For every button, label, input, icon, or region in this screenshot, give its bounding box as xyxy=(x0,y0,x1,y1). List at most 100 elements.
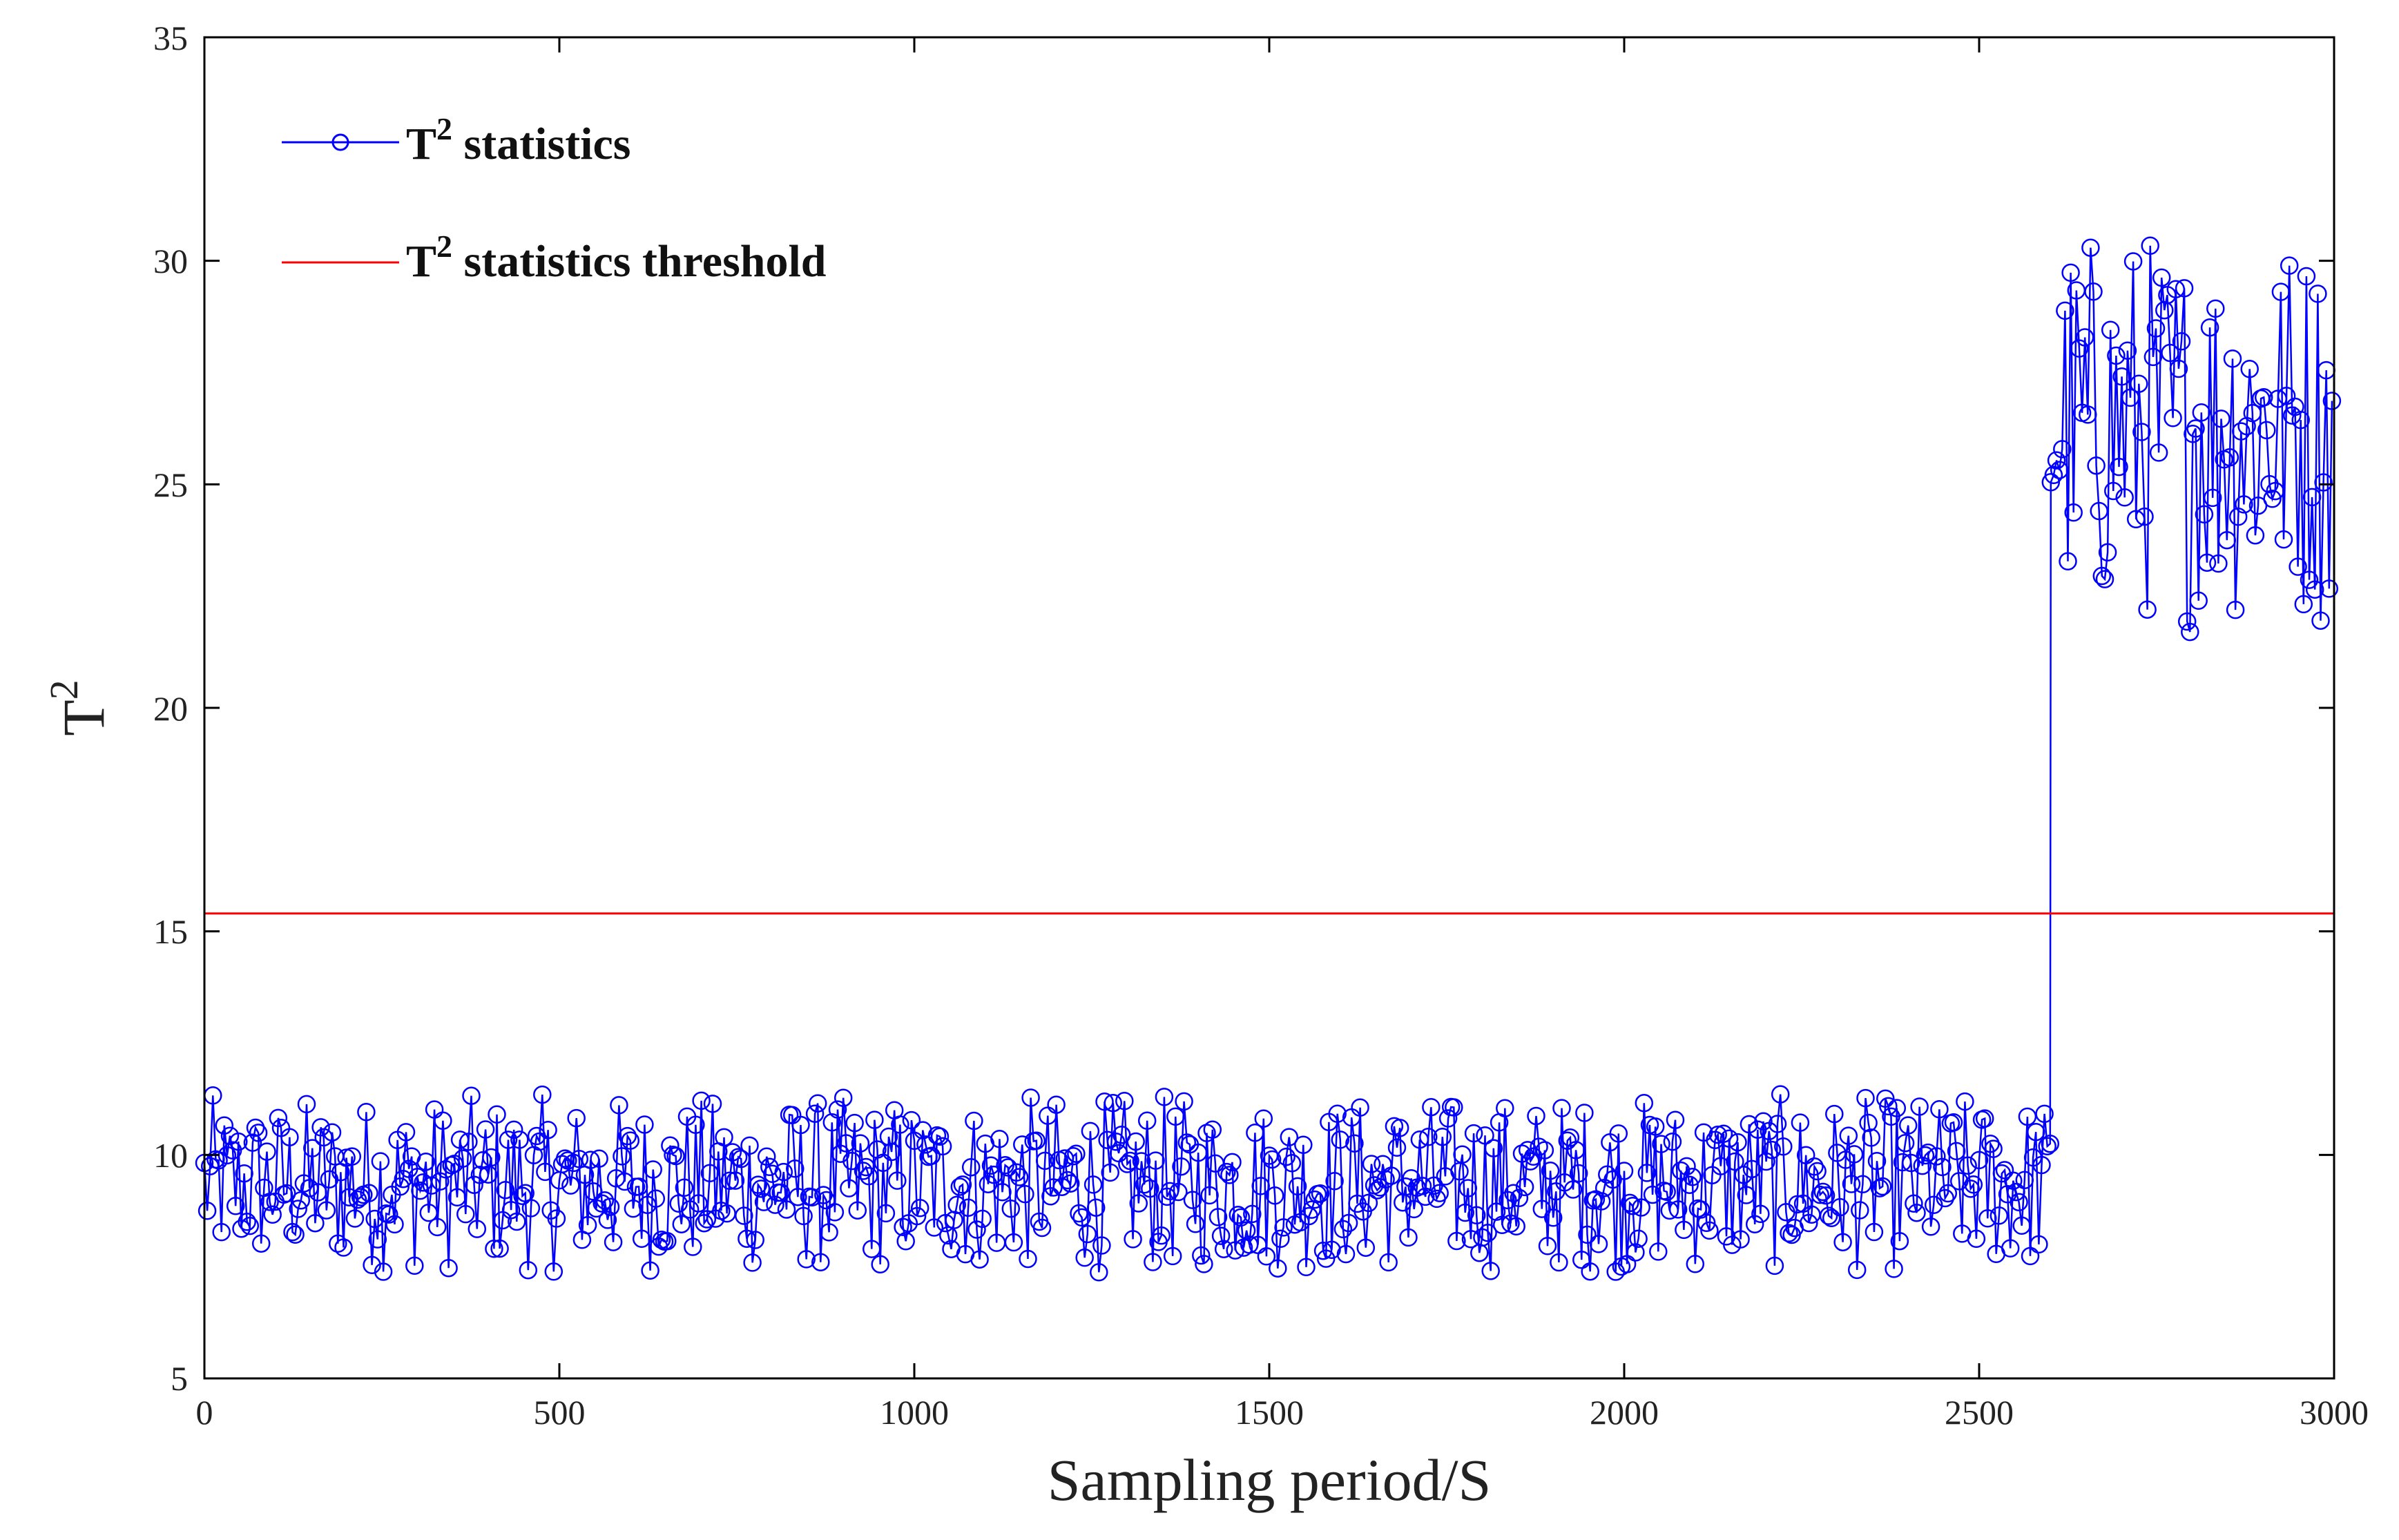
t2-statistics-point xyxy=(1930,1100,1949,1119)
t2-statistics-point xyxy=(1847,1260,1867,1280)
t2-statistics-point xyxy=(462,1086,481,1105)
t2-statistics-point xyxy=(1521,1152,1540,1171)
t2-statistics-point xyxy=(686,1115,705,1135)
t2-statistics-point xyxy=(1214,1240,1233,1258)
t2-statistics-point xyxy=(1598,1165,1617,1184)
t2-statistics-point xyxy=(1989,1206,2009,1225)
t2-statistics-point xyxy=(2320,579,2339,598)
t2-statistics-point xyxy=(2032,1155,2051,1175)
t2-statistics-point xyxy=(1211,1226,1231,1245)
t2-statistics-point xyxy=(2012,1216,2031,1235)
t2-statistics-point xyxy=(1873,1177,1892,1196)
t2-statistics-point xyxy=(933,1137,952,1156)
t2-statistics-point xyxy=(2240,360,2259,378)
legend-label-t2-threshold: T2 statistics threshold xyxy=(406,229,827,287)
t2-statistics-point xyxy=(459,1133,478,1151)
t2-statistics-point xyxy=(1177,1133,1197,1152)
t2-statistics-point xyxy=(371,1152,390,1171)
t2-statistics-point xyxy=(1637,1164,1657,1182)
t2-statistics-point xyxy=(2166,280,2186,299)
t2-statistics-point xyxy=(1129,1194,1148,1213)
t2-statistics-point xyxy=(456,1204,475,1224)
t2-statistics-point xyxy=(958,1198,978,1217)
t2-statistics-point xyxy=(1135,1175,1154,1194)
t2-statistics-point xyxy=(1067,1144,1086,1163)
t2-statistics-point xyxy=(1726,1152,1744,1171)
t2-statistics-point xyxy=(343,1147,362,1166)
t2-statistics-point xyxy=(1774,1137,1793,1156)
t2-statistics-point xyxy=(1430,1184,1449,1202)
t2-statistics-point xyxy=(1106,1133,1126,1151)
t2-statistics-point xyxy=(2081,238,2100,257)
t2-statistics-point xyxy=(1333,1220,1353,1239)
t2-statistics-point xyxy=(2130,374,2148,393)
t2-statistics-point xyxy=(1969,1151,1989,1170)
t2-statistics-line xyxy=(203,245,2333,1273)
t2-statistics-point xyxy=(1592,1192,1611,1211)
t2-statistics-point xyxy=(2123,252,2143,271)
t2-statistics-point xyxy=(1905,1194,1923,1213)
t2-statistics-point xyxy=(2112,367,2131,386)
t2-statistics-point xyxy=(232,1219,251,1238)
t2-statistics-point xyxy=(1731,1230,1750,1249)
t2-statistics-point xyxy=(856,1157,876,1177)
t2-statistics-point xyxy=(1532,1200,1552,1218)
t2-statistics-point xyxy=(1044,1178,1063,1197)
t2-statistics-point xyxy=(235,1164,253,1183)
t2-statistics-point xyxy=(2007,1182,2025,1202)
t2-statistics-point xyxy=(1635,1094,1654,1113)
t2-statistics-point xyxy=(1643,1185,1662,1204)
t2-statistics-point xyxy=(1282,1154,1302,1173)
y-tick-label: 35 xyxy=(153,19,188,57)
t2-statistics-point xyxy=(2070,339,2089,358)
t2-statistics-point xyxy=(2195,505,2214,524)
t2-statistics-point xyxy=(322,1123,342,1142)
t2-statistics-point xyxy=(1473,1228,1492,1247)
t2-statistics-point xyxy=(1433,1127,1452,1146)
t2-statistics-point xyxy=(2001,1239,2020,1258)
t2-statistics-point xyxy=(2115,488,2134,507)
t2-statistics-point xyxy=(1944,1113,1963,1132)
t2-statistics-point xyxy=(695,1213,713,1233)
t2-statistics-point xyxy=(2161,343,2179,363)
t2-statistics-point xyxy=(1714,1124,1733,1143)
t2-statistics-point xyxy=(834,1088,853,1107)
t2-statistics-point xyxy=(1220,1166,1239,1184)
t2-statistics-point xyxy=(1217,1162,1236,1182)
t2-statistics-point xyxy=(658,1231,677,1251)
t2-statistics-point xyxy=(2141,236,2159,256)
t2-statistics-point xyxy=(504,1120,523,1139)
t2-statistics-point xyxy=(979,1175,998,1193)
t2-statistics-point xyxy=(1819,1206,1838,1225)
t2-statistics-point xyxy=(1550,1253,1568,1272)
t2-statistics-point xyxy=(260,1193,279,1211)
t2-statistics-point xyxy=(2050,461,2069,479)
t2-statistics-point xyxy=(1262,1150,1282,1169)
t2-statistics-point xyxy=(1719,1129,1739,1148)
t2-statistics-point xyxy=(340,1188,358,1206)
t2-statistics-point xyxy=(1870,1179,1889,1197)
t2-statistics-point xyxy=(1208,1208,1228,1226)
t2-statistics-point xyxy=(521,1199,541,1217)
t2-statistics-point xyxy=(1101,1163,1119,1182)
t2-statistics-point xyxy=(439,1258,458,1278)
t2-statistics-point xyxy=(1359,1193,1378,1213)
t2-statistics-point xyxy=(238,1212,256,1231)
t2-statistics-point xyxy=(592,1194,611,1213)
t2-statistics-point xyxy=(669,1194,688,1213)
t2-statistics-point xyxy=(1515,1177,1534,1197)
t2-statistics-point xyxy=(555,1149,575,1168)
t2-statistics-point xyxy=(1032,1218,1052,1238)
t2-statistics-point xyxy=(1762,1140,1782,1159)
t2-statistics-point xyxy=(1626,1243,1645,1262)
t2-statistics-point xyxy=(385,1215,404,1234)
t2-statistics-point xyxy=(1476,1126,1494,1145)
t2-statistics-point xyxy=(1484,1139,1503,1157)
t2-statistics-point xyxy=(453,1149,472,1168)
t2-statistics-point xyxy=(1578,1225,1597,1244)
t2-statistics-point xyxy=(961,1157,981,1177)
t2-statistics-point xyxy=(1535,1141,1554,1159)
t2-statistics-point xyxy=(416,1152,435,1171)
t2-statistics-point xyxy=(1019,1249,1037,1269)
t2-statistics-point xyxy=(2118,341,2137,360)
